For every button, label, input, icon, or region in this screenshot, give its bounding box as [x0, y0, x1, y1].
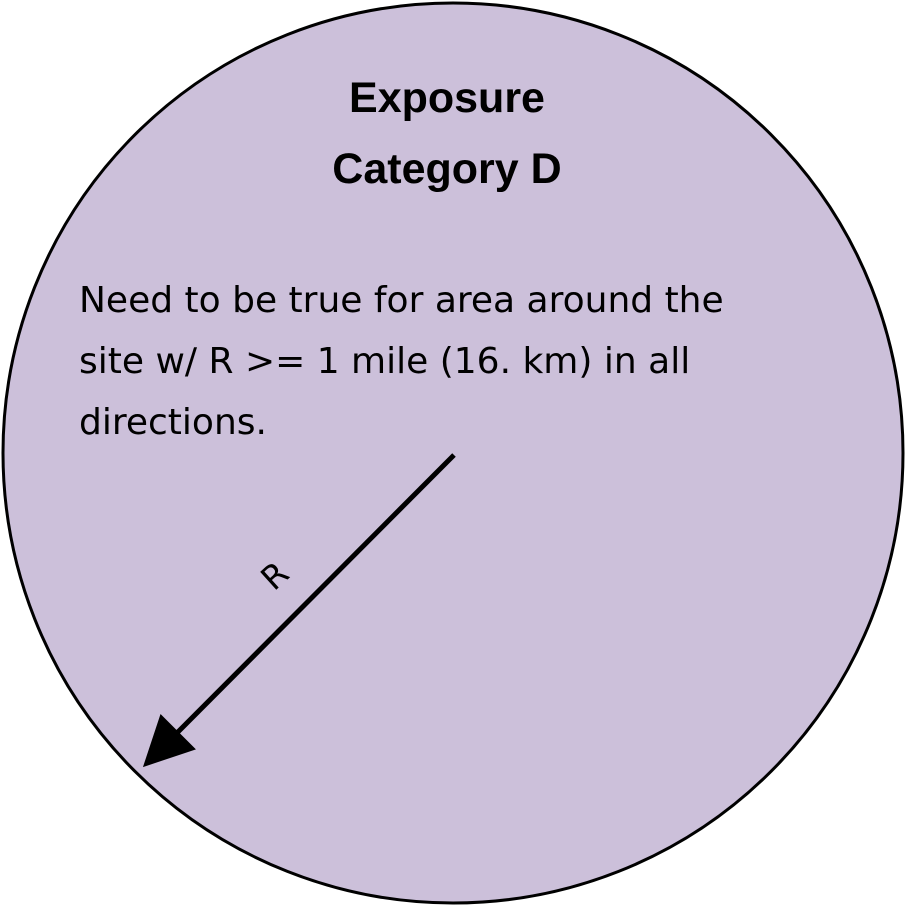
- diagram-title-line2: Category D: [332, 145, 562, 193]
- description-text: Need to be true for area around the site…: [79, 270, 839, 453]
- description-line: Need to be true for area around the: [79, 280, 724, 321]
- description-line: site w/ R >= 1 mile (16. km) in all: [79, 341, 691, 382]
- diagram-title-line1: Exposure: [349, 74, 545, 122]
- radius-arrow: [142, 453, 456, 768]
- description-line: directions.: [79, 402, 267, 443]
